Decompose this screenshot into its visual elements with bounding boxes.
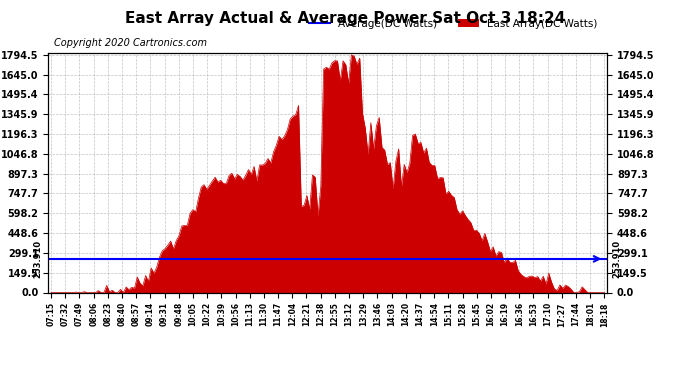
Text: 253.910: 253.910 bbox=[34, 240, 43, 278]
Text: 253.910: 253.910 bbox=[613, 240, 622, 278]
Legend: Average(DC Watts), East Array(DC Watts): Average(DC Watts), East Array(DC Watts) bbox=[305, 15, 602, 33]
Text: Copyright 2020 Cartronics.com: Copyright 2020 Cartronics.com bbox=[54, 38, 207, 48]
Text: East Array Actual & Average Power Sat Oct 3 18:24: East Array Actual & Average Power Sat Oc… bbox=[125, 11, 565, 26]
